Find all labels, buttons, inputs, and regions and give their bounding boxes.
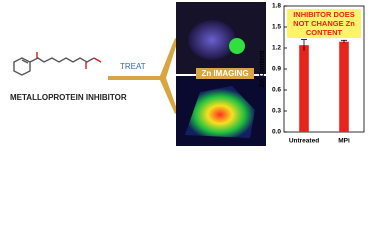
y-tick-label: 1.5 — [272, 24, 281, 31]
graphic: METALLOPROTEIN INHIBITOR TREAT Zn IMAGIN… — [10, 2, 365, 146]
y-tick-label: 0.3 — [272, 108, 281, 115]
bar — [339, 41, 349, 133]
chart: 0.0 0.3 0.6 0.9 1.2 1.5 1.8 Zn Content Untreated… — [259, 3, 365, 145]
cell-spot — [229, 38, 245, 54]
arrow — [108, 38, 178, 114]
cell — [188, 20, 236, 60]
page: METALLOPROTEIN INHIBITOR TREAT Zn IMAGIN… — [10, 2, 365, 146]
y-tick-label: 0.6 — [272, 87, 281, 94]
y-tick-label: 0.0 — [272, 129, 281, 136]
y-tick-label: 0.9 — [272, 66, 281, 73]
y-tick-label: 1.8 — [272, 3, 281, 10]
chart-title: INHIBITOR DOES NOT CHANGE Zn CONTENT — [287, 9, 361, 38]
treat-label: TREAT — [120, 62, 146, 71]
bar — [299, 45, 309, 133]
x-tick-label: MPi — [338, 138, 350, 145]
y-tick-label: 1.2 — [272, 45, 281, 52]
molecule — [13, 52, 102, 76]
imaging-label-bg — [196, 68, 254, 79]
y-axis-label: Zn Content — [259, 50, 266, 88]
x-tick-label: Untreated — [289, 138, 319, 145]
molecule-label: METALLOPROTEIN INHIBITOR — [10, 93, 127, 102]
cell-heatmap — [185, 86, 255, 138]
imaging-label: Zn IMAGING — [201, 69, 248, 78]
